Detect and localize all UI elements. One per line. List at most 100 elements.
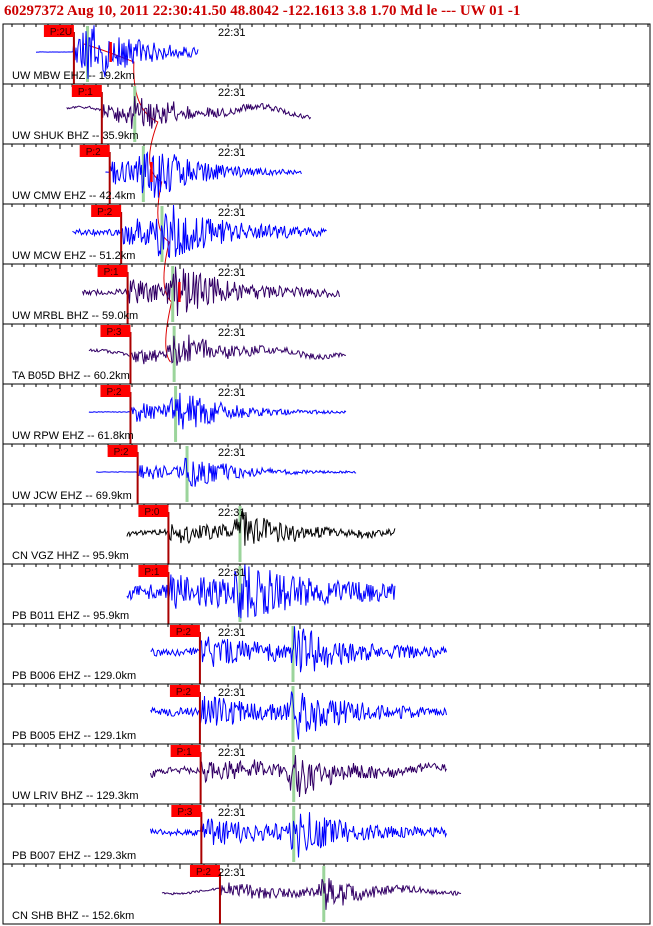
pick-box [43, 25, 74, 37]
waveform [105, 151, 302, 198]
pick-box [138, 505, 169, 517]
pick-box [138, 565, 169, 577]
station-label: PB B005 EHZ -- 129.1km [12, 730, 136, 742]
pick-label: P:2 [97, 207, 112, 218]
pick-label: P:0 [144, 507, 159, 518]
station-label: UW MBW EHZ -- 19.2km [12, 70, 135, 82]
station-label: TA B05D BHZ -- 60.2km [12, 370, 130, 382]
waveform [82, 266, 340, 317]
pick-label: P:3 [177, 807, 192, 818]
pick-box [100, 385, 131, 397]
time-label: 22:31 [218, 387, 246, 399]
pick-label: P:2 [106, 387, 121, 398]
time-label: 22:31 [218, 267, 246, 279]
pick-box [170, 745, 201, 757]
trace-panel: P:2 22:31 UW MCW EHZ -- 51.2km [2, 203, 651, 265]
time-ticks [11, 624, 649, 629]
waveform [150, 691, 447, 740]
trace-panel: P:2 22:31 UW CMW EHZ -- 42.4km [2, 143, 651, 205]
time-ticks [11, 504, 649, 509]
pick-box [100, 325, 131, 337]
station-label: CN VGZ HHZ -- 95.9km [12, 550, 129, 562]
station-label: UW JCW EHZ -- 69.9km [12, 490, 132, 502]
waveform [150, 755, 447, 798]
pick-box [171, 805, 202, 817]
pick-label: P:1 [78, 87, 93, 98]
trace-panel: P:1 22:31 UW LRIV BHZ -- 129.3km [2, 743, 651, 805]
trace-panel: P:2 22:31 PB B005 EHZ -- 129.1km [2, 683, 651, 745]
time-label: 22:31 [218, 207, 246, 219]
time-ticks [11, 804, 649, 809]
station-label: PB B006 EHZ -- 129.0km [12, 670, 136, 682]
pick-label: P:1 [144, 567, 159, 578]
time-ticks [11, 264, 649, 269]
waveform [88, 334, 346, 366]
s-arrival-marker [292, 746, 296, 802]
station-label: UW CMW EHZ -- 42.4km [12, 190, 135, 202]
s-arrival-marker [160, 206, 164, 262]
waveform [126, 510, 396, 546]
station-label: UW MCW EHZ -- 51.2km [12, 250, 135, 262]
waveform [35, 25, 199, 79]
pick-box [169, 625, 200, 637]
trace-panel: P:3 22:31 TA B05D BHZ -- 60.2km [2, 323, 651, 385]
time-ticks [11, 24, 649, 29]
time-ticks [11, 444, 649, 449]
pick-box [169, 685, 200, 697]
station-label: UW LRIV BHZ -- 129.3km [12, 790, 139, 802]
pick-label: P:2 [114, 447, 129, 458]
station-label: PB B007 EHZ -- 129.3km [12, 850, 136, 862]
station-label: UW SHUK BHZ -- 35.9km [12, 130, 139, 142]
time-label: 22:31 [218, 627, 246, 639]
time-ticks [11, 744, 649, 749]
s-arrival-marker [292, 806, 296, 862]
s-arrival-marker [291, 626, 295, 682]
time-label: 22:31 [218, 867, 246, 879]
trace-panel: P:1 22:31 UW SHUK BHZ -- 35.9km [2, 83, 651, 145]
pick-box [97, 265, 128, 277]
time-ticks [11, 384, 649, 389]
waveform [150, 812, 447, 858]
time-label: 22:31 [218, 27, 246, 39]
pick-label: P:2 [196, 867, 211, 878]
trace-panel: P:2 22:31 CN SHB BHZ -- 152.6km [2, 863, 651, 925]
event-header: 60297372 Aug 10, 2011 22:30:41.50 48.804… [4, 3, 521, 19]
trace-panel: P:2U 22:31 UW MBW EHZ -- 19.2km [2, 23, 651, 85]
time-label: 22:31 [218, 507, 246, 519]
trace-panel: P:1 22:31 UW MRBL BHZ -- 59.0km [2, 263, 651, 325]
pick-label: P:2U [50, 27, 72, 38]
pick-label: P:1 [104, 267, 119, 278]
time-label: 22:31 [218, 687, 246, 699]
trace-panel: P:3 22:31 PB B007 EHZ -- 129.3km [2, 803, 651, 865]
pick-box [189, 865, 220, 877]
time-ticks [11, 84, 649, 89]
time-ticks [11, 684, 649, 689]
trace-frame [2, 863, 651, 925]
trace-panel: P:2 22:31 UW RPW EHZ -- 61.8km [2, 383, 651, 445]
time-ticks [11, 324, 649, 329]
waveform [126, 564, 396, 619]
s-arrival-marker [322, 866, 326, 922]
pick-label: P:2 [176, 687, 191, 698]
pick-label: P:3 [106, 327, 121, 338]
s-arrival-marker [174, 386, 178, 442]
secondary-pick-tick [109, 42, 112, 62]
time-label: 22:31 [218, 747, 246, 759]
waveform [95, 457, 357, 487]
pick-box [107, 445, 138, 457]
s-arrival-marker [172, 326, 176, 382]
secondary-pick-tick [178, 282, 181, 302]
trace-panel: P:2 22:31 UW JCW EHZ -- 69.9km [2, 443, 651, 505]
trace-panel: P:1 22:31 PB B011 EHZ -- 95.9km [2, 563, 651, 625]
waveform [66, 96, 312, 129]
pick-label: P:2 [176, 627, 191, 638]
waveform [72, 204, 327, 259]
time-label: 22:31 [218, 147, 246, 159]
pick-label: P:1 [177, 747, 192, 758]
secondary-pick-tick [150, 162, 153, 182]
trace-panel: P:2 22:31 PB B006 EHZ -- 129.0km [2, 623, 651, 685]
trace-panel: P:0 22:31 CN VGZ HHZ -- 95.9km [2, 503, 651, 565]
time-label: 22:31 [218, 87, 246, 99]
station-label: UW RPW EHZ -- 61.8km [12, 430, 134, 442]
